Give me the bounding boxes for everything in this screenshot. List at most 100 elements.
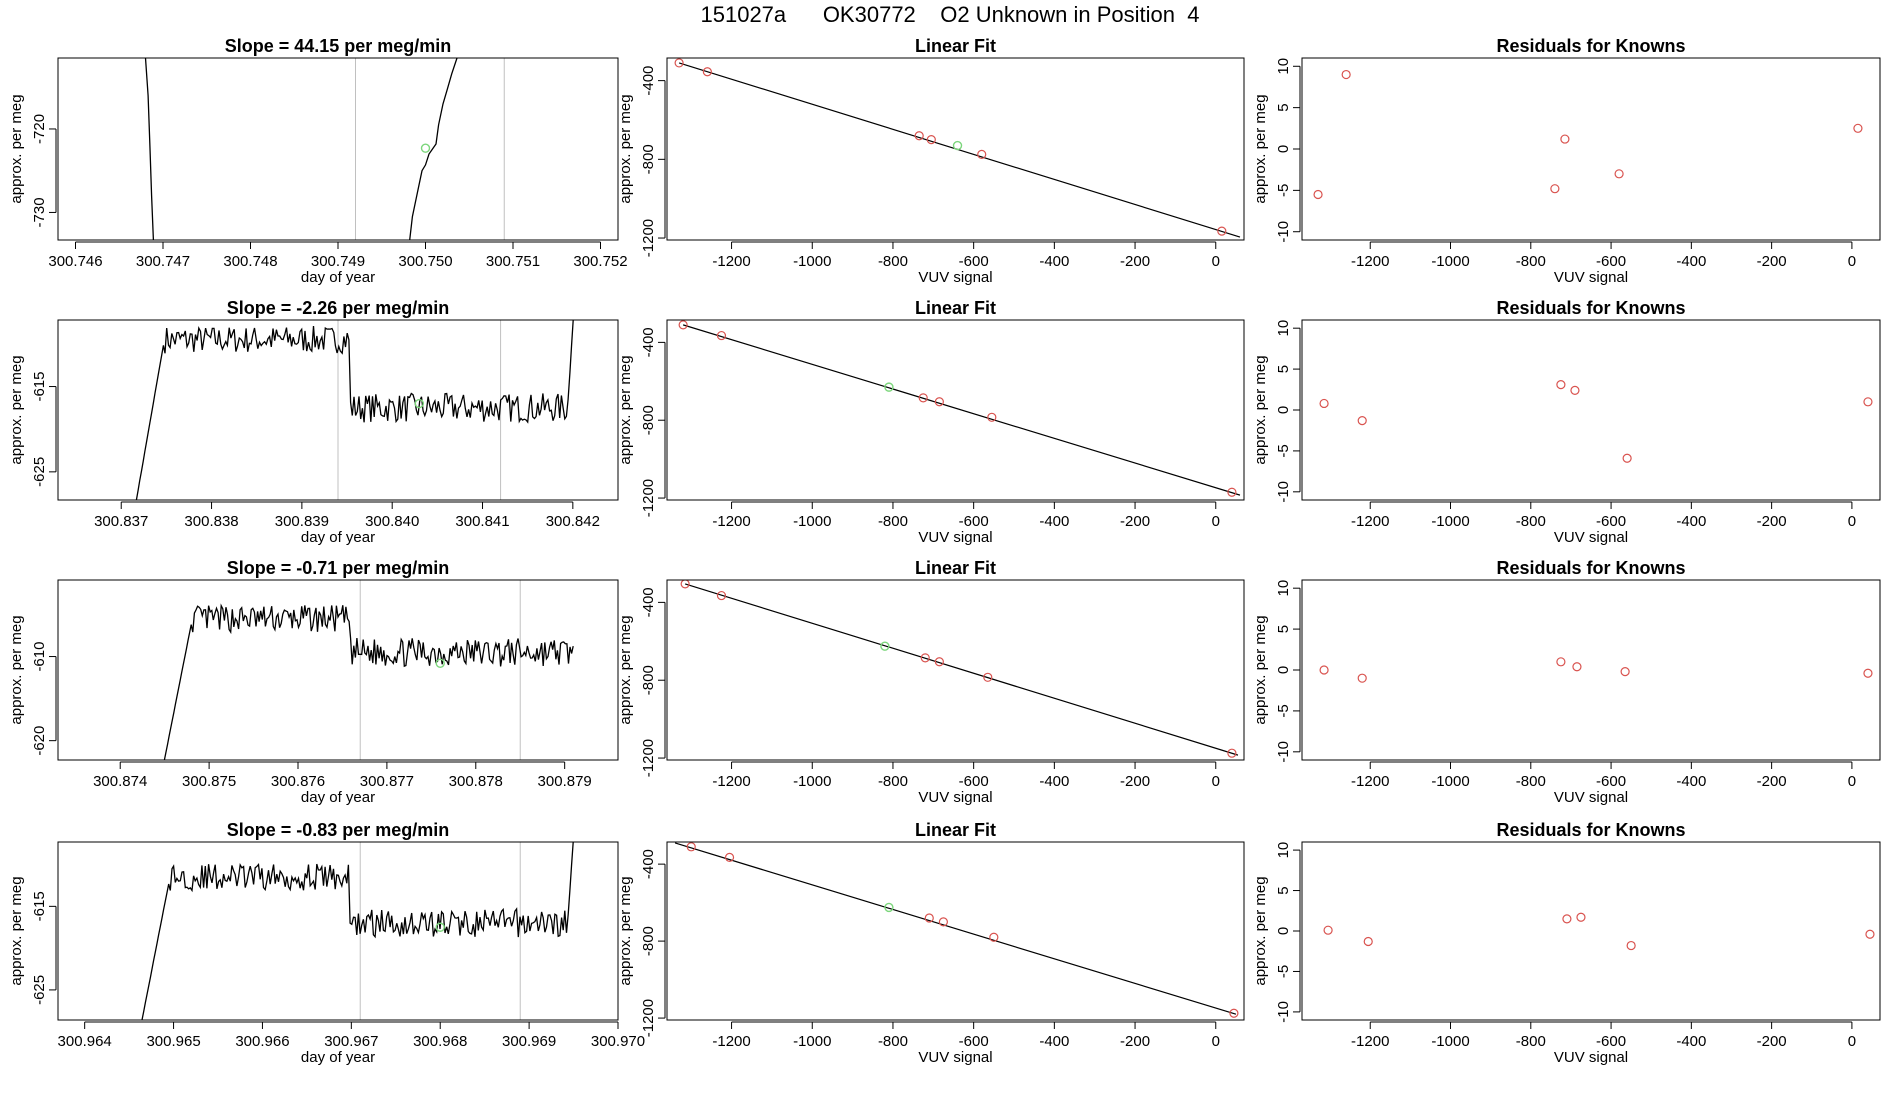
known-point: [989, 932, 999, 942]
known-point: [977, 149, 987, 160]
x-tick-label: -600: [1596, 773, 1626, 790]
known-point: [1357, 673, 1367, 683]
x-tick-label: -800: [1516, 773, 1546, 790]
x-axis-label: day of year: [301, 1049, 375, 1066]
plot-frame: [57, 319, 619, 501]
x-tick-label: 300.874: [93, 773, 147, 790]
y-axis-label: approx. per meg: [1252, 355, 1269, 464]
x-axis-label: VUV signal: [918, 1049, 992, 1066]
x-tick-label: -200: [1120, 253, 1150, 270]
x-tick-label: -600: [1596, 513, 1626, 530]
known-point: [1620, 667, 1630, 677]
page-title: 151027a OK30772 O2 Unknown in Position 4: [700, 2, 1200, 27]
x-tick-label: -200: [1757, 253, 1787, 270]
plot-frame: [666, 319, 1245, 501]
x-axis-label: VUV signal: [1554, 269, 1628, 286]
plot-area: [135, 320, 574, 500]
x-tick-label: -1000: [793, 773, 831, 790]
known-point: [924, 913, 934, 923]
y-tick-label: -400: [640, 66, 657, 96]
x-tick-label: -1000: [1431, 253, 1469, 270]
x-tick-label: -800: [1516, 253, 1546, 270]
y-tick-label: -800: [640, 405, 657, 435]
y-tick-label: 0: [1275, 927, 1292, 935]
y-tick-label: -10: [1275, 481, 1292, 503]
x-tick-label: 0: [1212, 253, 1220, 270]
x-tick-label: 300.969: [502, 1033, 556, 1050]
x-tick-label: -600: [959, 253, 989, 270]
plot-area: [1313, 69, 1863, 200]
panel-3-2: Linear Fit -1200 -1000 -800 -600 -400 -200 0 -40…: [617, 558, 1245, 806]
x-tick-label: 300.970: [591, 1033, 645, 1050]
known-point: [1341, 69, 1351, 80]
y-tick-label: -625: [31, 457, 48, 487]
x-tick-label: 0: [1848, 253, 1856, 270]
y-axis-label: approx. per meg: [617, 615, 634, 724]
known-point: [1626, 940, 1636, 951]
known-point: [1227, 487, 1237, 497]
x-tick-label: 300.837: [94, 513, 148, 530]
x-tick-label: -800: [878, 253, 908, 270]
y-tick-label: -400: [640, 327, 657, 357]
plot-area: [144, 58, 458, 240]
panel-title: Residuals for Knowns: [1496, 298, 1685, 318]
y-axis-label: approx. per meg: [8, 615, 25, 724]
known-point: [983, 672, 993, 682]
y-axis-label: approx. per meg: [1252, 615, 1269, 724]
known-point: [1550, 184, 1560, 194]
unknown-point: [952, 140, 963, 151]
x-tick-label: 300.750: [398, 253, 452, 270]
known-point: [1560, 134, 1570, 144]
known-point: [680, 580, 690, 589]
x-axis-label: VUV signal: [1554, 529, 1628, 546]
y-tick-label: 10: [1275, 320, 1292, 337]
known-point: [1865, 929, 1875, 939]
x-tick-label: -400: [1676, 1033, 1706, 1050]
x-tick-label: -800: [878, 773, 908, 790]
unknown-marker: [435, 922, 445, 932]
x-tick-label: -200: [1120, 513, 1150, 530]
x-tick-label: 0: [1848, 513, 1856, 530]
x-tick-label: 300.748: [223, 253, 277, 270]
x-tick-label: -1200: [712, 253, 750, 270]
fit-line: [674, 842, 1237, 1015]
series-line: [163, 603, 574, 760]
x-tick-label: -600: [1596, 253, 1626, 270]
x-tick-label: -400: [1676, 773, 1706, 790]
y-tick-label: -800: [640, 926, 657, 956]
y-tick-label: 0: [1275, 406, 1292, 414]
panel-title: Residuals for Knowns: [1496, 820, 1685, 840]
x-tick-label: 0: [1212, 1033, 1220, 1050]
known-point: [926, 135, 936, 145]
y-tick-label: -610: [31, 642, 48, 672]
x-tick-label: -1200: [1351, 513, 1389, 530]
x-tick-label: 300.841: [455, 513, 509, 530]
known-point: [1556, 657, 1566, 667]
x-tick-label: -1000: [793, 513, 831, 530]
known-point: [987, 412, 997, 422]
series-line: [135, 320, 574, 500]
known-point: [1863, 397, 1873, 407]
unknown-point: [880, 641, 890, 651]
x-tick-label: -600: [959, 513, 989, 530]
known-point: [1323, 925, 1333, 935]
panel-title: Linear Fit: [915, 558, 996, 578]
plot-area: [163, 603, 574, 760]
x-tick-label: 300.964: [58, 1033, 112, 1050]
y-tick-label: -620: [31, 726, 48, 756]
y-tick-label: -400: [640, 849, 657, 879]
x-axis-label: VUV signal: [918, 529, 992, 546]
known-point: [920, 653, 930, 663]
x-tick-label: -200: [1120, 1033, 1150, 1050]
known-point: [1313, 189, 1323, 200]
x-axis-label: day of year: [301, 529, 375, 546]
plot-frame: [666, 57, 1245, 241]
y-tick-label: 10: [1275, 842, 1292, 859]
known-point: [1570, 385, 1580, 395]
unknown-marker: [420, 143, 431, 153]
fit-line: [684, 583, 1239, 756]
x-tick-label: -800: [878, 513, 908, 530]
known-point: [678, 320, 688, 330]
plot-area: [678, 320, 1241, 497]
